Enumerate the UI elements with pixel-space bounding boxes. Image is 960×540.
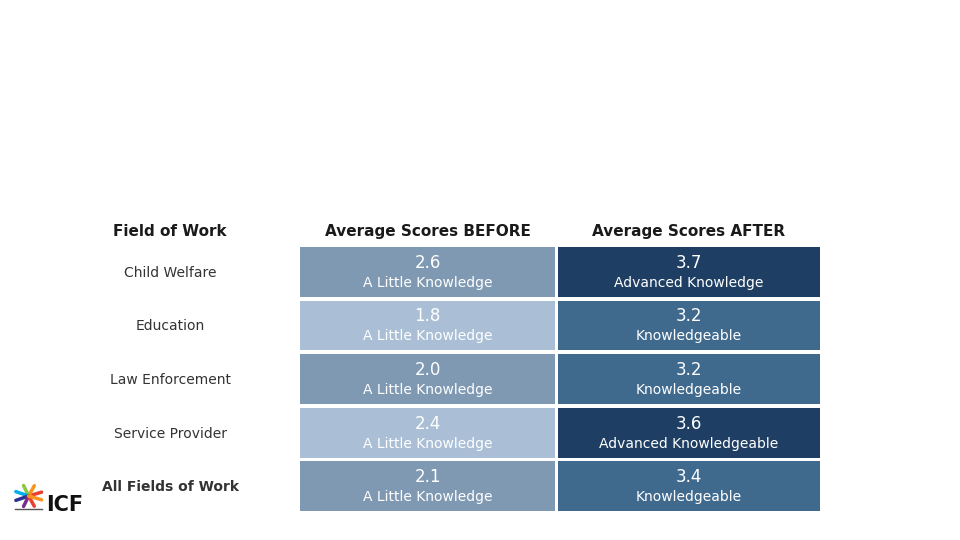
Bar <box>300 300 555 350</box>
Text: Service Provider: Service Provider <box>113 427 227 441</box>
Text: 3.2: 3.2 <box>676 307 703 326</box>
Text: Law Enforcement: Law Enforcement <box>109 373 230 387</box>
Text: All Fields of Work: All Fields of Work <box>102 481 238 494</box>
Text: 1.8: 1.8 <box>415 307 441 326</box>
Text: Average Scores AFTER: Average Scores AFTER <box>592 225 785 239</box>
Text: 3.7: 3.7 <box>676 254 702 272</box>
Text: Knowledgeable: Knowledgeable <box>636 490 742 504</box>
Text: Field of Work: Field of Work <box>113 225 227 239</box>
Text: 2.6: 2.6 <box>415 254 441 272</box>
Text: A Little Knowledge: A Little Knowledge <box>363 437 492 450</box>
Text: 3.4: 3.4 <box>676 468 702 487</box>
Text: Advanced Knowledge: Advanced Knowledge <box>614 275 764 289</box>
Text: Knowledgeable: Knowledgeable <box>636 329 742 343</box>
Text: A Little Knowledge: A Little Knowledge <box>363 329 492 343</box>
Bar <box>300 408 555 457</box>
Text: ICF: ICF <box>46 495 83 515</box>
Text: Education: Education <box>135 319 204 333</box>
Text: 2.4: 2.4 <box>415 415 441 433</box>
Text: Level of Knowledge by Field of Work: Level of Knowledge by Field of Work <box>0 33 960 78</box>
Text: A Little Knowledge: A Little Knowledge <box>363 490 492 504</box>
Text: A Little Knowledge: A Little Knowledge <box>363 275 492 289</box>
Text: Average Scores BEFORE: Average Scores BEFORE <box>324 225 531 239</box>
Text: Child Welfare: Child Welfare <box>124 266 216 280</box>
Bar <box>300 247 555 296</box>
Text: 3.2: 3.2 <box>676 361 703 379</box>
Bar <box>558 354 820 404</box>
Text: 3.6: 3.6 <box>676 415 702 433</box>
Bar <box>558 247 820 296</box>
Text: 2.1: 2.1 <box>415 468 441 487</box>
Bar <box>300 462 555 511</box>
Bar <box>558 408 820 457</box>
Bar <box>558 300 820 350</box>
Bar <box>300 354 555 404</box>
Text: 2.0: 2.0 <box>415 361 441 379</box>
Bar <box>558 462 820 511</box>
Text: Knowledgeable: Knowledgeable <box>636 383 742 397</box>
Text: A Little Knowledge: A Little Knowledge <box>363 383 492 397</box>
Text: Advanced Knowledgeable: Advanced Knowledgeable <box>599 437 779 450</box>
